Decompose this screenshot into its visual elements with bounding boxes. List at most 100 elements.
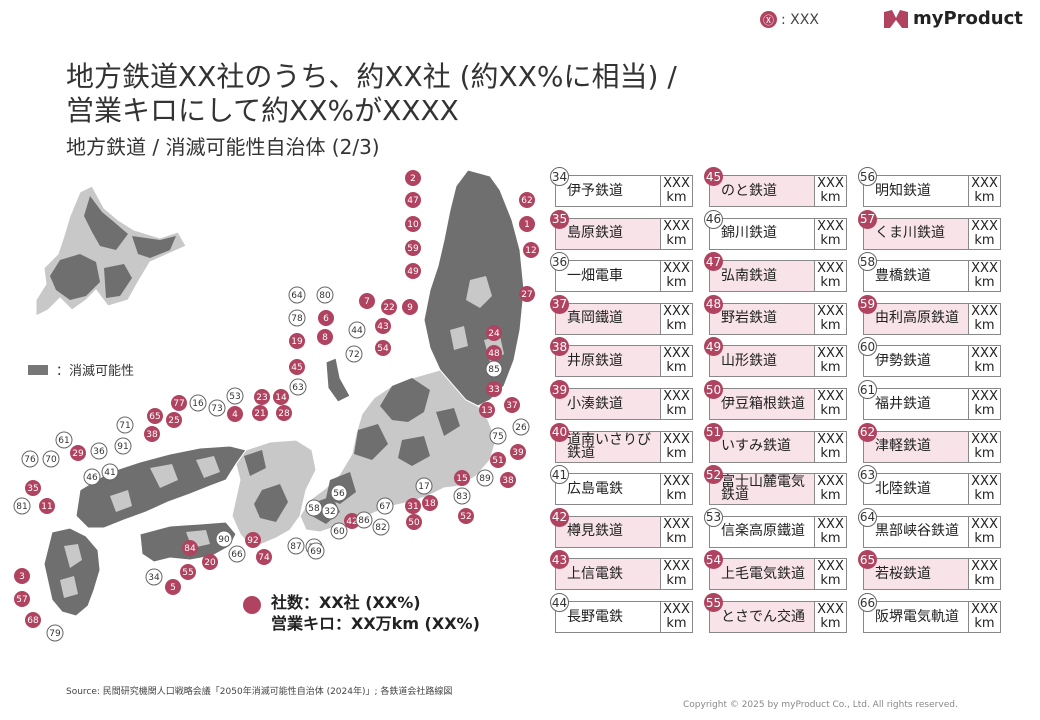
railway-name: 樽見鉄道 [555,515,661,548]
map-marker-label: 73 [211,404,222,414]
map-marker: 46 [83,468,101,486]
railway-length: XXX km [815,345,847,378]
railway-number-badge: 48 [704,294,723,314]
map-marker: 44 [348,321,366,339]
railway-name: 島原鉄道 [555,217,661,250]
map-marker-label: 50 [408,518,420,528]
railway-card: 49 山形鉄道 XXX km [704,337,1005,378]
railway-length: XXX km [815,302,847,335]
map-marker: 48 [486,345,502,361]
map-marker-label: 24 [488,329,500,339]
railway-length: XXX km [661,473,693,506]
railway-name: 若桜鉄道 [863,558,969,591]
map-marker: 74 [256,549,272,565]
map-marker-label: 29 [72,449,84,459]
map-marker: 50 [406,514,422,530]
summary-company-count: 社数：XX社 (XX%) [271,593,421,612]
railway-name: 黒部峡谷鉄道 [863,515,969,548]
map-marker: 66 [228,545,246,563]
railway-card: 60 伊勢鉄道 XXX km [858,337,1040,378]
railway-number-badge: 34 [550,167,569,186]
railway-card: 35 島原鉄道 XXX km [550,209,851,250]
railway-length: XXX km [969,558,1001,591]
map-marker: 47 [405,192,421,208]
map-marker: 83 [453,487,471,505]
map-marker-label: 83 [456,492,467,502]
map-marker: 52 [458,508,474,524]
map-marker: 43 [375,318,391,334]
railway-name: いすみ鉄道 [709,430,815,463]
map-marker: 64 [288,286,306,304]
map-marker: 29 [70,445,86,461]
railway-card: 54 上毛電気鉄道 XXX km [704,550,1005,591]
map-marker-label: 2 [410,174,416,184]
railway-name: 上毛電気鉄道 [709,558,815,591]
map-marker-label: 13 [481,406,492,416]
railway-number-badge: 41 [550,465,569,485]
railway-length: XXX km [815,515,847,548]
railway-length: XXX km [661,601,693,633]
map-marker: 53 [226,387,244,405]
railway-length: XXX km [969,430,1001,463]
map-marker-label: 92 [247,536,258,546]
railway-length: XXX km [969,345,1001,378]
map-marker: 57 [14,591,30,607]
railway-name: 広島電鉄 [555,473,661,506]
map-marker-label: 91 [117,442,128,452]
railway-card: 56 明知鉄道 XXX km [858,167,1040,207]
railway-number-badge: 57 [858,209,877,229]
map-marker: 38 [144,426,160,442]
map-marker: 35 [25,480,41,496]
map-marker-label: 51 [492,456,503,466]
map-marker-label: 10 [407,220,419,230]
map-marker-label: 4 [232,410,238,420]
railway-name: 阪堺電気軌道 [863,601,969,633]
railway-card: 58 豊橋鉄道 XXX km [858,252,1040,293]
map-marker: 72 [345,345,363,363]
map-marker: 19 [289,333,305,349]
railway-number-badge: 64 [858,507,877,527]
legend-top: Ⓧ : XXX [760,11,819,28]
railway-number-badge: 40 [550,422,569,442]
map-marker: 79 [46,624,64,642]
map-marker: 22 [381,299,397,315]
railway-card: 44 長野電鉄 XXX km [550,593,851,633]
map-marker-label: 22 [383,303,394,313]
railway-card: 45 のと鉄道 XXX km [704,167,1005,207]
map-marker-label: 37 [506,401,517,411]
brand-logo-icon [884,9,908,28]
railway-length: XXX km [661,430,693,463]
map-marker: 49 [405,263,421,279]
map-marker: 32 [321,502,339,520]
map-marker: 25 [166,412,182,428]
map-marker-label: 39 [512,448,524,458]
railway-name: 伊勢鉄道 [863,345,969,378]
map-marker-label: 55 [182,568,193,578]
map-marker: 16 [189,394,207,412]
map-marker-label: 82 [375,523,386,533]
railway-name: 小湊鉄道 [555,388,661,420]
railway-card: 51 いすみ鉄道 XXX km [704,422,1005,463]
map-marker-label: 17 [418,482,429,492]
railway-card: 38 井原鉄道 XXX km [550,337,851,378]
railway-card: 41 広島電鉄 XXX km [550,465,851,506]
map-marker-label: 3 [19,572,25,582]
railway-length: XXX km [815,260,847,293]
map-marker: 6 [318,310,334,326]
railway-number-badge: 47 [704,252,723,272]
railway-card: 50 伊豆箱根鉄道 XXX km [704,380,1005,420]
map-marker-label: 21 [254,409,265,419]
railway-number-badge: 35 [550,209,569,229]
railway-number-badge: 66 [858,593,877,612]
railway-card: 66 阪堺電気軌道 XXX km [858,593,1040,633]
map-marker-label: 41 [104,468,115,478]
map-legend: ：消滅可能性 [28,360,134,379]
map-marker: 34 [145,568,163,586]
map-marker-label: 64 [291,291,303,301]
map-marker-label: 71 [119,421,130,431]
map-marker: 1 [519,216,535,232]
brand-logo: myProduct [884,8,1023,29]
railway-name: とさでん交通 [709,601,815,633]
map-marker: 26 [512,418,530,436]
map-marker-label: 15 [456,474,467,484]
